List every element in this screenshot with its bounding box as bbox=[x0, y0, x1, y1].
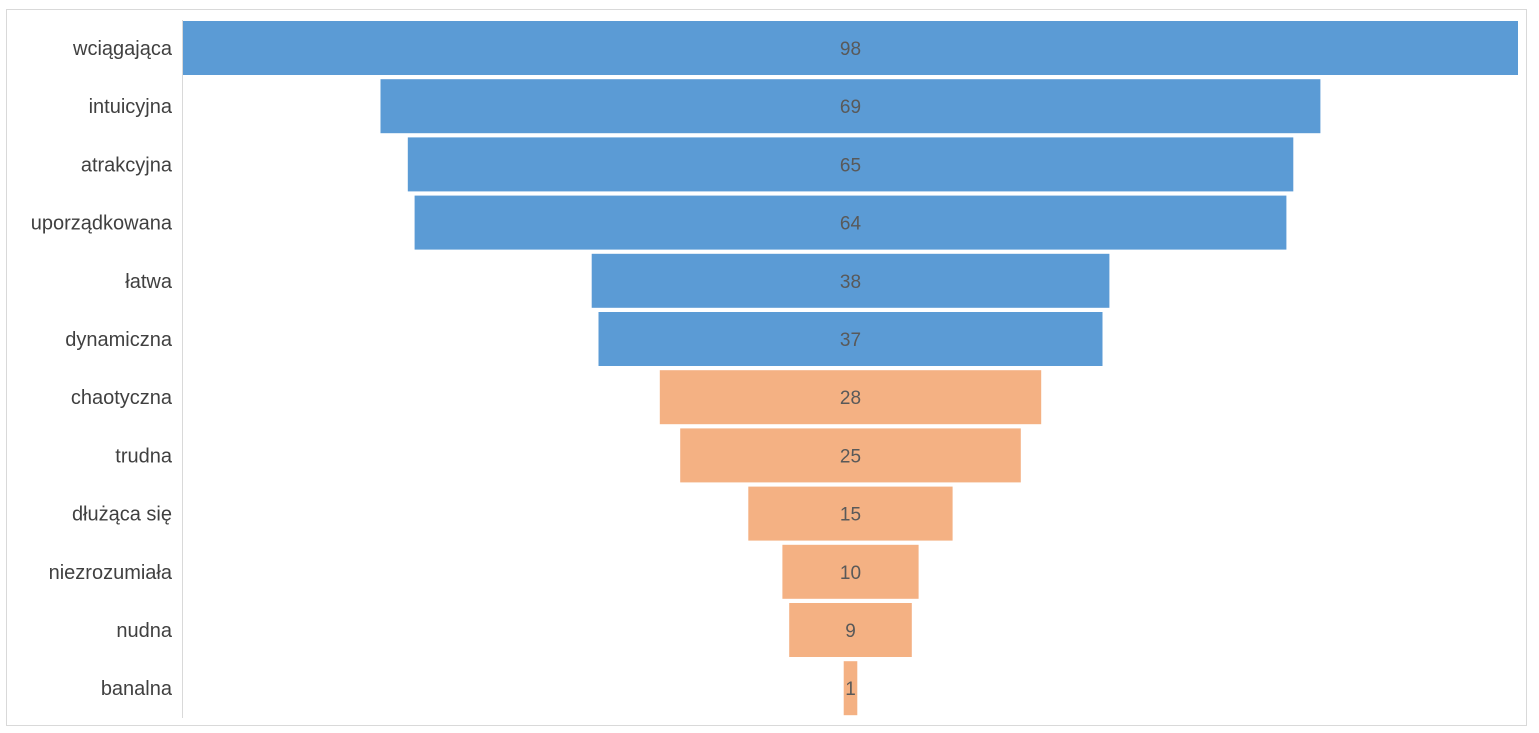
funnel-bar bbox=[748, 486, 953, 541]
funnel-bar bbox=[380, 79, 1321, 134]
funnel-bar bbox=[843, 661, 858, 716]
data-label: 69 bbox=[840, 97, 861, 118]
funnel-bar bbox=[183, 21, 1518, 75]
category-label: banalna bbox=[101, 678, 173, 700]
category-label: uporządkowana bbox=[31, 213, 173, 235]
funnel-bar bbox=[680, 428, 1021, 483]
data-label: 10 bbox=[840, 563, 861, 584]
data-label: 98 bbox=[840, 39, 861, 60]
category-label: dynamiczna bbox=[65, 329, 173, 351]
data-label: 9 bbox=[845, 621, 856, 642]
data-label: 38 bbox=[840, 272, 861, 293]
data-label: 1 bbox=[845, 679, 856, 700]
data-label: 64 bbox=[840, 214, 862, 235]
funnel-bar bbox=[407, 137, 1294, 192]
funnel-bar bbox=[598, 312, 1103, 366]
data-label: 28 bbox=[840, 388, 861, 409]
data-label: 37 bbox=[840, 330, 861, 351]
funnel-bar bbox=[789, 603, 912, 657]
category-label: wciągająca bbox=[72, 38, 173, 60]
funnel-bar bbox=[591, 253, 1110, 308]
category-label: trudna bbox=[115, 445, 173, 467]
bars-layer bbox=[183, 21, 1518, 716]
category-label: nudna bbox=[116, 620, 172, 642]
data-label: 25 bbox=[840, 446, 861, 467]
labels-layer: 98 wciągająca 69 intuicyjna 65 atrakcyjna 64 up… bbox=[31, 38, 862, 700]
data-label: 65 bbox=[840, 155, 861, 176]
funnel-bar bbox=[659, 370, 1042, 425]
category-label: intuicyjna bbox=[89, 96, 173, 118]
category-label: niezrozumiała bbox=[49, 562, 173, 584]
data-label: 15 bbox=[840, 505, 861, 526]
category-label: dłużąca się bbox=[72, 504, 172, 526]
category-label: łatwa bbox=[125, 271, 173, 293]
category-label: atrakcyjna bbox=[81, 154, 173, 176]
funnel-bar bbox=[414, 195, 1287, 250]
funnel-bar bbox=[782, 544, 919, 599]
category-label: chaotyczna bbox=[71, 387, 173, 409]
